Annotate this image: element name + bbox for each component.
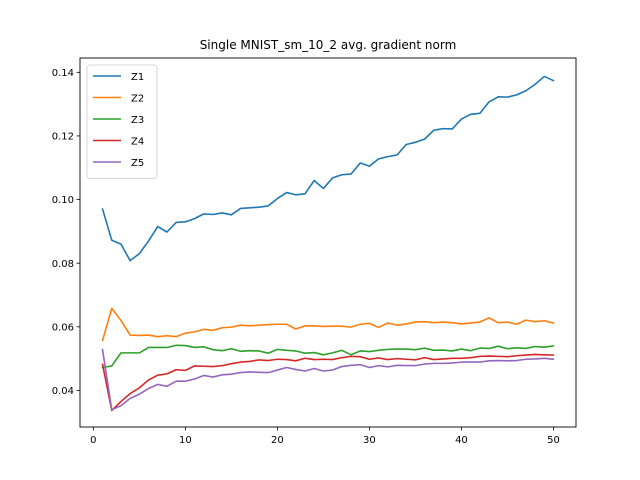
x-axis: 0 10 20 30 40 50: [90, 427, 560, 446]
y-axis: 0.04 0.06 0.08 0.10 0.12 0.14: [52, 68, 80, 397]
x-tick-label: 10: [179, 435, 192, 446]
chart-title: Single MNIST_sm_10_2 avg. gradient norm: [200, 38, 457, 52]
legend-label-z1: Z1: [131, 72, 144, 83]
x-tick-label: 0: [90, 435, 96, 446]
series-line-z1: [101, 75, 555, 262]
series-line-z5: [101, 348, 555, 411]
legend: Z1 Z2 Z3 Z4 Z5: [86, 64, 158, 179]
y-tick-label: 0.04: [52, 386, 74, 397]
y-tick-label: 0.12: [52, 132, 74, 143]
legend-label-z4: Z4: [131, 136, 144, 147]
series-line-z2: [101, 307, 555, 342]
x-tick-label: 50: [547, 435, 560, 446]
legend-label-z2: Z2: [131, 93, 144, 104]
axes-frame: [79, 57, 577, 428]
x-tick-label: 20: [271, 435, 284, 446]
legend-box: [86, 64, 158, 179]
x-tick-label: 30: [363, 435, 376, 446]
y-tick-label: 0.14: [52, 68, 74, 79]
series-line-z3: [101, 344, 555, 369]
y-tick-label: 0.06: [52, 322, 74, 333]
y-tick-label: 0.10: [52, 195, 74, 206]
series-line-z4: [101, 353, 555, 412]
legend-label-z5: Z5: [131, 158, 144, 169]
y-tick-label: 0.08: [52, 259, 74, 270]
x-tick-label: 40: [455, 435, 468, 446]
legend-label-z3: Z3: [131, 115, 144, 126]
plot-lines: [101, 75, 555, 412]
